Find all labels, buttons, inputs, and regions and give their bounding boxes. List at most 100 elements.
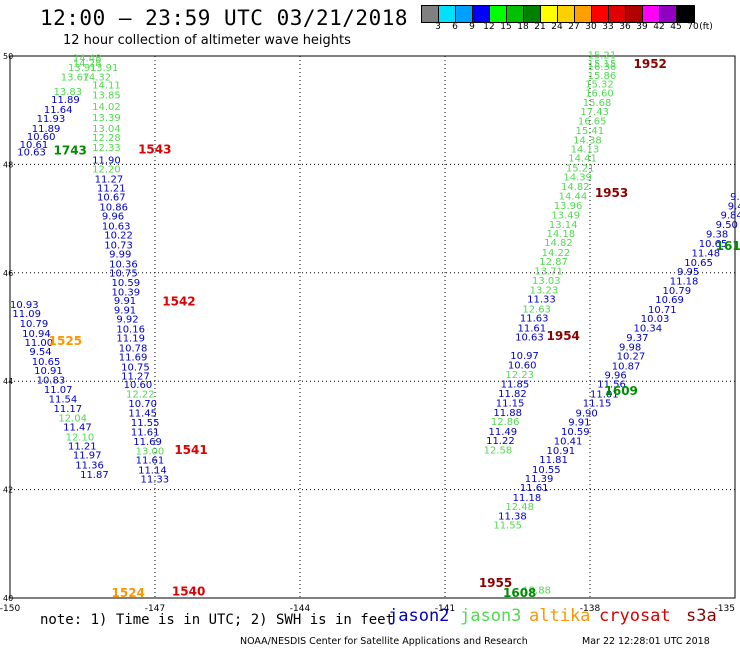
colorbar-swatch xyxy=(626,6,643,22)
wave-height-value: 10.65 xyxy=(32,357,61,368)
wave-height-value: 9.90 xyxy=(576,408,598,419)
wave-height-value: 13.67 xyxy=(61,72,90,83)
wave-height-value: 12.23 xyxy=(505,370,534,381)
wave-height-value: 11.47 xyxy=(63,423,92,434)
wave-height-value: 13.00 xyxy=(136,446,165,457)
footnote: note: 1) Time is in UTC; 2) SWH is in fe… xyxy=(40,612,395,628)
wave-height-value: 10.65 xyxy=(684,258,713,269)
wave-height-value: 10.60 xyxy=(27,132,56,143)
colorbar-swatch xyxy=(643,6,660,22)
wave-height-value: 10.94 xyxy=(22,329,51,340)
wave-height-value: 14.18 xyxy=(547,229,576,240)
wave-height-value: 11.55 xyxy=(493,521,522,532)
wave-height-value: 11.61 xyxy=(518,323,547,334)
wave-height-value: 11.27 xyxy=(121,372,150,383)
wave-height-value: 11.18 xyxy=(513,493,542,504)
colorbar-label: 30 xyxy=(585,22,597,32)
wave-height-value: 16.65 xyxy=(578,116,607,127)
wave-height-value: 11.69 xyxy=(133,437,162,448)
wave-height-value: 15.15 xyxy=(588,59,617,70)
wave-height-value: 9.37 xyxy=(626,333,648,344)
wave-height-value: 10.63 xyxy=(102,221,131,232)
wave-height-value: 12.58 xyxy=(484,445,513,456)
wave-height-value: 11.38 xyxy=(498,511,527,522)
lat-tick-label: 42 xyxy=(3,486,13,495)
colorbar-label: 9 xyxy=(469,22,475,32)
wave-height-value: 14.44 xyxy=(559,192,588,203)
wave-height-value: 10.73 xyxy=(104,240,133,251)
pass-label: 1542 xyxy=(162,294,195,308)
colorbar-swatch xyxy=(507,6,524,22)
colorbar-swatch xyxy=(592,6,609,22)
wave-height-value: 11.97 xyxy=(73,451,102,462)
wave-height-value: 10.63 xyxy=(17,148,46,159)
lat-lon-grid xyxy=(9,55,736,599)
wave-height-value: 11.85 xyxy=(501,380,530,391)
wave-height-value: 10.60 xyxy=(508,361,537,372)
wave-height-value: 9.50 xyxy=(716,220,738,231)
wave-height-value: 11.00 xyxy=(25,338,54,349)
wave-height-value: 10.03 xyxy=(641,314,670,325)
wave-height-value: 11.49 xyxy=(489,427,518,438)
wave-height-value: 11.88 xyxy=(493,408,522,419)
wave-height-value: 14.13 xyxy=(571,144,600,155)
wave-height-value: 10.41 xyxy=(554,437,583,448)
colorbar-swatch xyxy=(524,6,541,22)
wave-height-value: 13.03 xyxy=(532,276,561,287)
wave-height-value: 12.22 xyxy=(126,389,155,400)
wave-height-value: 15.86 xyxy=(588,71,617,82)
wave-height-value: 14.32 xyxy=(83,72,112,83)
wave-height-value: 11.81 xyxy=(539,455,568,466)
wave-height-value: 14.22 xyxy=(542,248,571,259)
wave-height-value: 13.85 xyxy=(92,90,121,101)
colorbar-swatch xyxy=(609,6,626,22)
wave-height-value: 10.59 xyxy=(112,278,141,289)
legend-jason2: jason2 xyxy=(388,606,450,626)
lon-tick-label: -150 xyxy=(0,604,20,614)
wave-height-value: 14.02 xyxy=(92,102,121,113)
wave-height-value: 10.61 xyxy=(20,140,49,151)
wave-height-value: 10.75 xyxy=(121,362,150,373)
wave-height-value: 15.21 xyxy=(566,163,595,174)
wave-height-value: 15.68 xyxy=(583,98,612,109)
chart-subtitle: 12 hour collection of altimeter wave hei… xyxy=(63,33,351,48)
wave-height-value: 10.87 xyxy=(612,361,641,372)
wave-height-value: 12.63 xyxy=(522,304,551,315)
lat-tick-label: 44 xyxy=(3,377,13,386)
colorbar-swatch xyxy=(541,6,558,22)
wave-height-value: 11.01 xyxy=(590,389,619,400)
wave-height-value: 14.82 xyxy=(561,182,590,193)
colorbar-label: 27 xyxy=(568,22,580,32)
colorbar-swatch xyxy=(660,6,677,22)
colorbar-label: 12 xyxy=(483,22,495,32)
wave-height-value: 11.21 xyxy=(68,441,97,452)
wave-height-value: 11.33 xyxy=(527,295,556,306)
wave-height-value: 10.75 xyxy=(109,269,138,280)
wave-height-value: 11.64 xyxy=(44,105,73,116)
wave-height-value: 11.61 xyxy=(520,483,549,494)
wave-height-value: 17.43 xyxy=(580,107,609,118)
wave-height-value: 14.41 xyxy=(568,154,597,165)
pass-label: 1954 xyxy=(547,329,580,343)
wave-height-value: 14.28 xyxy=(73,58,102,69)
wave-height-value: 15.32 xyxy=(585,79,614,90)
colorbar-label: 45 xyxy=(670,22,682,32)
lat-tick-label: 40 xyxy=(3,594,13,603)
wave-height-value: 11.61 xyxy=(131,427,160,438)
wave-height-value: 9.96 xyxy=(102,212,124,223)
lat-tick-label: 46 xyxy=(3,269,13,278)
wave-height-value: 10.60 xyxy=(124,380,153,391)
pass-label: 161 xyxy=(716,239,740,253)
wave-height-value: 11.56 xyxy=(597,380,626,391)
wave-height-value: 9.79 xyxy=(730,192,740,203)
map-frame xyxy=(9,55,736,599)
wave-height-value: 11.39 xyxy=(525,474,554,485)
wave-height-value: 11.33 xyxy=(141,475,170,486)
wave-height-value: 10.79 xyxy=(663,286,692,297)
wave-height-value: 9.95 xyxy=(677,267,699,278)
colorbar-label: 33 xyxy=(602,22,614,32)
wave-height-value: 11.55 xyxy=(131,418,160,429)
chart-title: 12:00 – 23:59 UTC 03/21/2018 xyxy=(40,6,409,30)
